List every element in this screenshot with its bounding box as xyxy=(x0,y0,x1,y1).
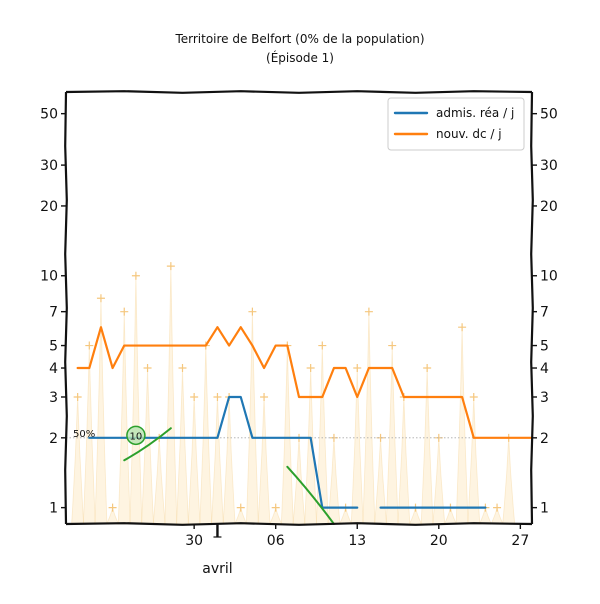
daily-marker xyxy=(85,341,94,350)
chart-title: Territoire de Belfort (0% de la populati… xyxy=(174,32,424,46)
plot-frame xyxy=(64,90,534,526)
daily-spike xyxy=(327,437,341,525)
daily-marker xyxy=(388,341,397,350)
daily-spike xyxy=(222,396,236,525)
y-tick-label-right: 50 xyxy=(540,107,558,123)
daily-marker xyxy=(108,503,117,512)
legend-box xyxy=(387,97,525,151)
y-tick-label-right: 4 xyxy=(540,361,549,377)
y-tick-label-right: 3 xyxy=(540,390,549,406)
daily-spike xyxy=(164,266,178,525)
daily-spike xyxy=(420,368,434,525)
series-line-1 xyxy=(76,326,534,439)
daily-spike xyxy=(374,437,387,525)
daily-spike xyxy=(502,437,516,525)
trend-line-0 xyxy=(123,427,172,462)
y-tick-label-left: 2 xyxy=(49,431,58,447)
daily-spike xyxy=(362,311,376,525)
daily-marker xyxy=(423,364,432,373)
y-tick-label-left: 3 xyxy=(49,390,58,406)
y-tick-label-right: 30 xyxy=(540,158,558,174)
y-tick-label-right: 2 xyxy=(540,431,549,447)
axes: 1 1 2 2 3 3 4 4 5 5 7 7 10 10 20 20 30 30 50 50 30 06 13 20 27 av… xyxy=(40,107,558,577)
frame-top xyxy=(65,90,533,94)
daily-spike xyxy=(187,396,201,525)
daily-spike xyxy=(71,396,85,525)
daily-spike xyxy=(176,368,189,525)
daily-marker xyxy=(260,392,269,401)
badge-circle xyxy=(126,425,146,446)
daily-marker xyxy=(178,364,187,373)
daily-spike xyxy=(432,437,446,525)
daily-marker xyxy=(271,503,280,512)
y-tick-label-right: 1 xyxy=(540,501,549,517)
daily-marker xyxy=(353,364,362,373)
y-tick-label-right: 10 xyxy=(540,269,558,285)
x-tick-label: 30 xyxy=(185,533,203,549)
y-tick-label-left: 4 xyxy=(49,361,58,377)
frame-bottom xyxy=(65,522,533,526)
reference-label: 50% xyxy=(73,429,95,440)
y-tick-label-left: 30 xyxy=(40,158,58,174)
daily-marker xyxy=(143,364,152,373)
daily-spike xyxy=(280,345,294,525)
badge-label: 10 xyxy=(130,431,143,442)
daily-marker xyxy=(469,392,478,401)
frame-right xyxy=(530,91,534,525)
y-tick-label-right: 5 xyxy=(540,339,549,355)
daily-marker xyxy=(318,341,327,350)
trend-layer: 10 xyxy=(123,425,335,525)
daily-spike xyxy=(129,275,143,525)
daily-marker xyxy=(458,323,467,332)
x-tick-label: 27 xyxy=(511,533,529,549)
daily-marker xyxy=(73,392,82,401)
daily-marker xyxy=(131,271,140,280)
daily-marker xyxy=(120,307,129,316)
y-tick-label-left: 50 xyxy=(40,107,58,123)
daily-marker xyxy=(248,307,257,316)
daily-marker xyxy=(213,392,222,401)
y-tick-label-left: 10 xyxy=(40,269,58,285)
daily-marker xyxy=(236,503,245,512)
daily-spike xyxy=(350,368,364,525)
daily-marker xyxy=(306,364,315,373)
daily-spike xyxy=(199,345,213,525)
daily-marker xyxy=(493,503,502,512)
daily-spike xyxy=(94,298,108,525)
y-tick-label-left: 7 xyxy=(49,305,58,321)
daily-spike xyxy=(152,437,166,525)
legend: admis. réa / j nouv. dc / j xyxy=(387,97,525,151)
legend-label-1: nouv. dc / j xyxy=(436,127,502,141)
frame-left xyxy=(64,91,68,525)
daily-spike xyxy=(397,396,411,525)
daily-spike xyxy=(315,345,329,525)
daily-marker xyxy=(364,307,373,316)
x-tick-label: 20 xyxy=(430,533,448,549)
x-tick-label: 13 xyxy=(348,533,366,549)
legend-label-0: admis. réa / j xyxy=(436,106,514,120)
daily-spike xyxy=(455,327,469,525)
x-month-label: avril xyxy=(202,561,232,577)
daily-spike xyxy=(117,311,131,525)
y-tick-label-right: 7 xyxy=(540,305,549,321)
y-tick-label-left: 20 xyxy=(40,199,58,215)
daily-marker xyxy=(190,392,199,401)
x-tick-label: 06 xyxy=(267,533,285,549)
daily-spike xyxy=(257,396,271,525)
daily-spike xyxy=(385,345,399,525)
daily-distribution-layer xyxy=(71,262,516,525)
y-tick-label-right: 20 xyxy=(540,199,558,215)
daily-spike xyxy=(467,396,481,525)
chart-subtitle: (Épisode 1) xyxy=(266,50,334,65)
daily-marker xyxy=(96,294,105,303)
trend-line-1 xyxy=(286,465,335,525)
daily-spike xyxy=(211,396,224,525)
y-tick-label-left: 1 xyxy=(49,501,58,517)
y-tick-label-left: 5 xyxy=(49,339,58,355)
daily-marker xyxy=(166,262,175,271)
